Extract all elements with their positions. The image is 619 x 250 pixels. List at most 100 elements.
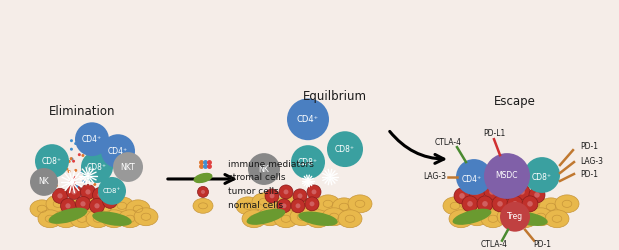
Text: immune mediators: immune mediators (228, 160, 314, 168)
Ellipse shape (102, 210, 126, 228)
Text: Equilbrium: Equilbrium (303, 90, 367, 103)
Circle shape (66, 203, 71, 208)
Circle shape (61, 198, 76, 213)
Circle shape (489, 189, 495, 195)
Ellipse shape (332, 198, 356, 216)
Text: CD4⁺: CD4⁺ (462, 176, 482, 184)
Ellipse shape (465, 208, 489, 226)
Ellipse shape (316, 195, 340, 213)
Ellipse shape (62, 200, 86, 218)
Text: CD4⁺: CD4⁺ (108, 147, 128, 156)
Circle shape (103, 157, 105, 160)
Circle shape (295, 204, 300, 208)
Circle shape (69, 180, 74, 184)
Circle shape (73, 176, 76, 179)
Text: NK: NK (259, 164, 269, 173)
Circle shape (83, 150, 86, 153)
Ellipse shape (54, 210, 78, 228)
Circle shape (524, 157, 560, 193)
Circle shape (105, 177, 108, 180)
Circle shape (459, 193, 465, 199)
Circle shape (67, 170, 71, 173)
Circle shape (277, 199, 291, 213)
Text: CD8⁺: CD8⁺ (87, 162, 107, 172)
Circle shape (492, 196, 508, 212)
Circle shape (53, 188, 67, 203)
Text: LAG-3: LAG-3 (580, 156, 603, 166)
Circle shape (310, 202, 314, 206)
Circle shape (76, 196, 90, 211)
Circle shape (484, 184, 500, 200)
Circle shape (72, 160, 75, 163)
Circle shape (55, 184, 58, 187)
Circle shape (85, 189, 90, 194)
Circle shape (328, 175, 332, 179)
Circle shape (98, 177, 126, 205)
Ellipse shape (126, 200, 150, 218)
Circle shape (103, 152, 106, 155)
Text: Treg: Treg (507, 212, 523, 221)
Circle shape (282, 204, 287, 208)
Circle shape (103, 172, 106, 176)
Circle shape (507, 196, 523, 212)
Circle shape (469, 184, 485, 200)
Circle shape (97, 192, 103, 198)
Circle shape (103, 194, 118, 208)
Ellipse shape (475, 198, 499, 216)
Ellipse shape (46, 195, 70, 213)
Circle shape (113, 152, 143, 182)
Text: NKT: NKT (121, 162, 136, 172)
Circle shape (269, 194, 274, 198)
Circle shape (522, 196, 538, 212)
Circle shape (454, 188, 470, 204)
Text: PD-L1: PD-L1 (483, 129, 505, 138)
Ellipse shape (491, 195, 515, 213)
Text: PD-1: PD-1 (533, 240, 551, 249)
Circle shape (467, 201, 473, 206)
Circle shape (534, 192, 540, 198)
Circle shape (80, 171, 84, 174)
Text: CD8⁺: CD8⁺ (42, 156, 62, 166)
Ellipse shape (242, 210, 266, 228)
Ellipse shape (507, 198, 531, 216)
Circle shape (497, 201, 503, 206)
Ellipse shape (481, 210, 505, 228)
Ellipse shape (298, 212, 338, 226)
Text: Elimination: Elimination (49, 105, 115, 118)
Circle shape (484, 153, 530, 199)
Circle shape (201, 190, 205, 194)
Text: PD-1: PD-1 (580, 170, 598, 178)
Circle shape (287, 98, 329, 140)
Circle shape (311, 190, 316, 194)
Circle shape (248, 153, 280, 185)
Circle shape (477, 196, 493, 212)
Circle shape (279, 185, 293, 199)
Text: PD-1: PD-1 (580, 142, 598, 151)
Circle shape (70, 157, 72, 160)
Circle shape (67, 160, 71, 163)
Circle shape (105, 175, 108, 178)
Ellipse shape (338, 210, 362, 228)
Circle shape (58, 148, 60, 152)
Circle shape (529, 187, 545, 203)
Circle shape (103, 164, 106, 166)
Ellipse shape (443, 197, 467, 215)
Ellipse shape (118, 210, 142, 228)
Circle shape (512, 201, 518, 206)
Circle shape (527, 201, 533, 206)
Circle shape (306, 180, 310, 182)
Circle shape (82, 180, 85, 183)
Circle shape (101, 134, 135, 168)
Circle shape (69, 180, 72, 183)
Ellipse shape (86, 210, 110, 228)
Circle shape (514, 184, 530, 200)
Circle shape (102, 158, 105, 161)
Ellipse shape (92, 212, 132, 226)
Circle shape (51, 170, 54, 172)
Ellipse shape (529, 208, 553, 226)
Circle shape (70, 139, 73, 142)
Ellipse shape (284, 195, 308, 213)
Ellipse shape (508, 212, 548, 226)
Text: Escape: Escape (494, 95, 536, 108)
Circle shape (70, 148, 73, 151)
